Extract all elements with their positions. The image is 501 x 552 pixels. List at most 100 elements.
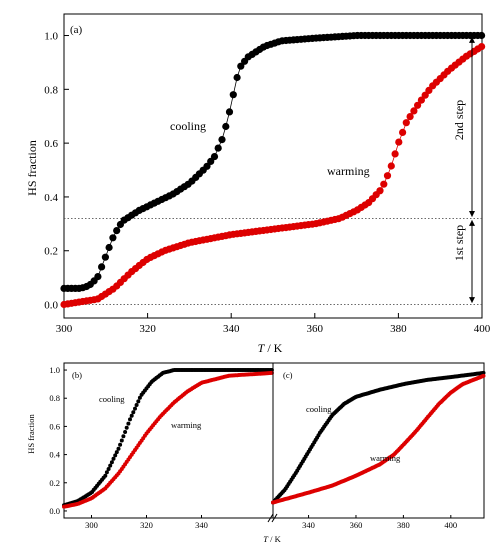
panel-c-point-warming [481,373,486,378]
panel-a-point-cooling [225,108,234,116]
panel-b-xtick-label-0: 300 [85,520,98,530]
panel-b-point-cooling [129,413,134,418]
panel-a-xtick-label-2: 340 [223,323,240,335]
panel-a-series-line-cooling [64,35,482,289]
shared-xlabel-var: T [263,534,269,544]
panel-a-series-line-warming [63,46,482,305]
panel-b-point-cooling [137,395,142,400]
panel-a-point-cooling [203,162,211,170]
panel-a-label: (a) [70,24,83,36]
panel-c-series-warming [271,373,486,505]
panel-b-point-cooling [126,421,131,426]
panel-a-ylabel: HS fraction [25,140,39,196]
panel-a-point-cooling [233,73,241,82]
panel-a-xtick-label-3: 360 [307,323,324,335]
panel-a-series-cooling [60,31,486,292]
panel-c-xtick-label-1: 360 [350,520,363,530]
panel-a-xtick-label-5: 400 [474,323,491,335]
panel-b-point-cooling [111,456,116,461]
panel-a-point-warming [395,138,403,146]
panel-a-xtick-label-4: 380 [390,323,407,335]
panel-c-series-cooling [271,370,486,505]
panel-b-point-cooling [113,453,118,458]
axis-break-mark-left [267,513,274,523]
panel-a-warming-label: warming [327,164,370,178]
panel-a: T / K [258,341,283,355]
panel-b-series-cooling [62,368,274,508]
panel-a-xlabel: T / K [258,341,283,355]
panel-b-point-cooling [131,410,136,415]
panel-a-point-cooling [109,234,117,242]
panel-a-point-warming [414,101,422,109]
panel-a-ytick-label-4: 0.8 [44,84,58,96]
panel-a-point-warming [391,150,399,158]
panel-a-point-cooling [113,227,121,235]
panel-a-point-cooling [105,243,113,252]
axis-break-mark-right [271,513,278,523]
panel-b-point-cooling [134,403,139,407]
panel-a-point-warming [376,187,384,195]
panel-c-label: (c) [283,370,293,380]
panel-b-ytick-label-4: 0.8 [49,393,60,403]
panel-b-ytick-label-1: 0.2 [49,478,60,488]
panel-c-warming-label: warming [370,453,401,463]
panel-a-cooling-label: cooling [170,119,206,133]
panel-b-series-warming [62,370,274,509]
panel-c-frame [272,362,485,519]
panel-a-point-cooling [101,253,109,261]
panel-b-label: (b) [72,370,82,380]
panel-a-frame [63,13,483,319]
panel-a-point-warming [406,113,414,121]
panel-a-series-warming [60,43,486,309]
panel-a-point-cooling [98,263,106,271]
panel-a-xtick-label-0: 300 [56,323,73,335]
panel-b-ylabel: HS fraction [26,414,36,454]
panel-a-point-cooling [229,91,237,99]
panel-a-point-warming [380,180,388,188]
panel-a-point-cooling [214,144,222,152]
panel-b-point-cooling [104,470,109,475]
panel-b-point-cooling [133,406,137,411]
panel-b-xtick-label-2: 340 [195,520,208,530]
panel-a-xlabel-var: T [258,341,266,355]
panel-b-point-cooling [103,473,108,478]
panel-b-point-cooling [124,425,129,430]
panel-a-point-cooling [237,62,245,70]
panel-a-point-warming [417,96,425,104]
panel-a-point-cooling [210,153,219,161]
panel-a-step2-label: 2nd step [452,100,466,140]
panel-a-plot: 300 320 340 360 380 400 0.0 0.2 0.4 0.6 0.8 1.0 [44,13,491,335]
panel-a-ytick-label-5: 1.0 [44,31,58,43]
panel-b-ytick-label-2: 0.4 [49,450,60,460]
panel-c-plot: 340 360 380 400 [271,362,486,530]
panel-a-point-warming [387,162,395,170]
panel-c-cooling-label: cooling [306,404,332,414]
panel-a-ytick-label-0: 0.0 [44,300,58,312]
panel-a-ytick-label-2: 0.4 [44,192,58,204]
panel-a-point-cooling [218,136,226,144]
panel-b-point-cooling [119,438,124,443]
panel-c-xtick-label-0: 340 [302,520,315,530]
panel-a-point-cooling [94,273,102,281]
panel-b-point-cooling [121,434,126,439]
panel-b-point-cooling [114,450,119,455]
panel-a-ytick-label-1: 0.2 [44,246,58,258]
panel-b-point-cooling [118,442,123,447]
panel-a-xlabel-unit: / K [264,341,282,355]
panel-b-cooling-label: cooling [99,394,125,404]
panel-b-point-cooling [108,463,113,468]
panel-c-point-cooling [481,370,486,375]
panel-a-point-warming [478,43,486,51]
shared-xlabel-unit: / K [268,534,282,544]
panel-b-point-cooling [128,417,132,422]
axis-break-marks [267,513,278,523]
panel-b-ytick-label-0: 0.0 [49,506,60,516]
panel-c-xtick-label-3: 400 [444,520,457,530]
panel-b-point-cooling [123,430,128,434]
panel-b-point-cooling [116,446,121,451]
panel-a-point-cooling [478,31,486,40]
panel-b-point-cooling [109,460,114,465]
panel-a-xtick-label-1: 320 [139,323,156,335]
panel-a-ytick-label-3: 0.6 [44,138,58,150]
panel-b-point-cooling [136,399,141,404]
